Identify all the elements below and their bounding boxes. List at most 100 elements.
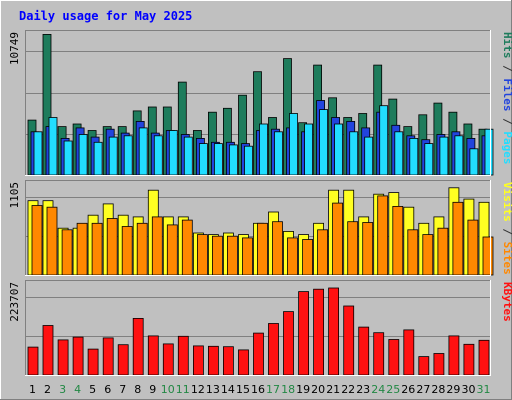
bar-sites-day-12	[196, 234, 208, 276]
bar-pages-day-10	[168, 130, 178, 176]
bar-kbytes-day-9	[147, 335, 159, 376]
bar-sites-day-31	[482, 236, 494, 276]
panel-legend-label: KBytes	[501, 282, 512, 322]
bar-kbytes-day-24	[373, 332, 385, 376]
hits-files-pages-panel: 10749 Hits / Files / Pages	[8, 30, 512, 176]
day-label-22: 22	[341, 383, 355, 396]
chart-title: Daily usage for May 2025	[19, 9, 192, 23]
bar-sites-day-5	[91, 222, 103, 276]
day-label-4: 4	[74, 383, 81, 396]
bar-kbytes-day-16	[253, 332, 264, 376]
day-label-6: 6	[104, 383, 111, 396]
day-label-12: 12	[191, 383, 205, 396]
bar-pages-day-15	[244, 145, 253, 176]
bar-pages-day-11	[183, 136, 193, 176]
bar-sites-day-18	[287, 237, 298, 276]
bar-sites-day-26	[407, 229, 419, 276]
bar-pages-day-8	[138, 127, 148, 176]
bar-kbytes-day-23	[358, 326, 370, 376]
bar-sites-day-29	[452, 201, 464, 276]
bar-sites-day-22	[347, 221, 359, 276]
bar-pages-day-17	[274, 131, 283, 176]
bar-sites-day-14	[226, 235, 238, 276]
day-label-31: 31	[477, 383, 491, 396]
bar-kbytes-day-22	[343, 305, 355, 376]
day-label-5: 5	[89, 383, 96, 396]
bar-kbytes-day-26	[403, 329, 415, 376]
day-label-3: 3	[59, 383, 66, 396]
bar-sites-day-13	[211, 235, 223, 276]
bar-pages-day-24	[379, 105, 389, 176]
legend-part: Files	[501, 78, 512, 111]
bar-kbytes-day-18	[283, 311, 294, 376]
bar-sites-day-1	[31, 205, 43, 276]
bar-sites-day-27	[422, 234, 434, 276]
bar-pages-day-30	[469, 148, 479, 176]
bar-kbytes-day-25	[388, 339, 400, 376]
panel-legend-label: Visits / Sites	[501, 182, 512, 275]
bar-sites-day-3	[61, 229, 73, 276]
bar-kbytes-day-20	[313, 288, 325, 376]
bar-pages-day-13	[213, 143, 223, 176]
bar-kbytes-day-13	[207, 345, 219, 376]
bar-pages-day-2	[48, 117, 58, 176]
bar-pages-day-29	[454, 135, 464, 176]
bar-sites-day-8	[136, 222, 148, 276]
bar-pages-day-18	[289, 113, 298, 176]
day-label-26: 26	[401, 383, 415, 396]
bar-kbytes-day-21	[328, 287, 340, 376]
day-label-15: 15	[236, 383, 250, 396]
day-label-21: 21	[326, 383, 340, 396]
visits-sites-panel: 1105 Visits / Sites	[8, 180, 512, 276]
bar-pages-day-7	[123, 135, 133, 176]
day-label-8: 8	[134, 383, 141, 396]
bar-sites-day-16	[257, 222, 268, 276]
bar-pages-day-6	[108, 136, 118, 176]
bar-kbytes-day-15	[238, 349, 249, 376]
day-label-18: 18	[281, 383, 295, 396]
day-label-11: 11	[176, 383, 190, 396]
bar-pages-day-20	[319, 109, 329, 176]
bar-sites-day-7	[121, 226, 133, 276]
bar-kbytes-day-6	[102, 337, 114, 376]
day-label-10: 10	[161, 383, 175, 396]
bar-kbytes-day-12	[192, 345, 204, 376]
bar-kbytes-day-10	[162, 343, 174, 376]
day-label-19: 19	[296, 383, 310, 396]
bar-sites-day-21	[332, 202, 344, 276]
bar-sites-day-4	[76, 222, 88, 276]
day-label-24: 24	[371, 383, 385, 396]
legend-part: Hits	[501, 32, 512, 59]
bar-sites-day-2	[46, 206, 58, 276]
bar-kbytes-day-3	[57, 339, 69, 376]
bar-pages-day-4	[78, 134, 88, 176]
panel-max-label: 1105	[8, 182, 21, 209]
bar-kbytes-day-8	[132, 317, 144, 376]
bar-pages-day-5	[93, 141, 103, 176]
kbytes-panel: 223707 KBytes	[8, 280, 512, 376]
day-label-25: 25	[386, 383, 400, 396]
bar-pages-day-26	[409, 137, 419, 176]
bar-sites-day-15	[242, 237, 253, 276]
bar-pages-day-12	[198, 143, 208, 176]
legend-part: /	[501, 59, 512, 79]
bar-sites-day-11	[181, 219, 193, 276]
bar-kbytes-day-28	[433, 353, 445, 376]
day-label-13: 13	[206, 383, 220, 396]
bar-kbytes-day-4	[72, 336, 84, 376]
bar-sites-day-30	[467, 219, 479, 276]
bar-kbytes-day-14	[222, 346, 234, 376]
day-label-30: 30	[462, 383, 476, 396]
bar-pages-day-19	[304, 123, 314, 176]
day-label-29: 29	[446, 383, 460, 396]
day-label-23: 23	[356, 383, 370, 396]
bar-sites-day-19	[302, 239, 314, 276]
bar-kbytes-day-5	[87, 348, 99, 376]
day-axis-labels: 1 2 3 4 5 6 7 8 9 10 11 12 13 14 15 16 17 18 19 20 21 22 23 24 2…	[29, 383, 491, 396]
bar-kbytes-day-11	[177, 335, 189, 376]
bar-pages-day-9	[153, 135, 163, 176]
bar-sites-day-24	[377, 195, 389, 276]
bar-sites-day-28	[437, 227, 449, 276]
bar-pages-day-27	[424, 143, 434, 176]
